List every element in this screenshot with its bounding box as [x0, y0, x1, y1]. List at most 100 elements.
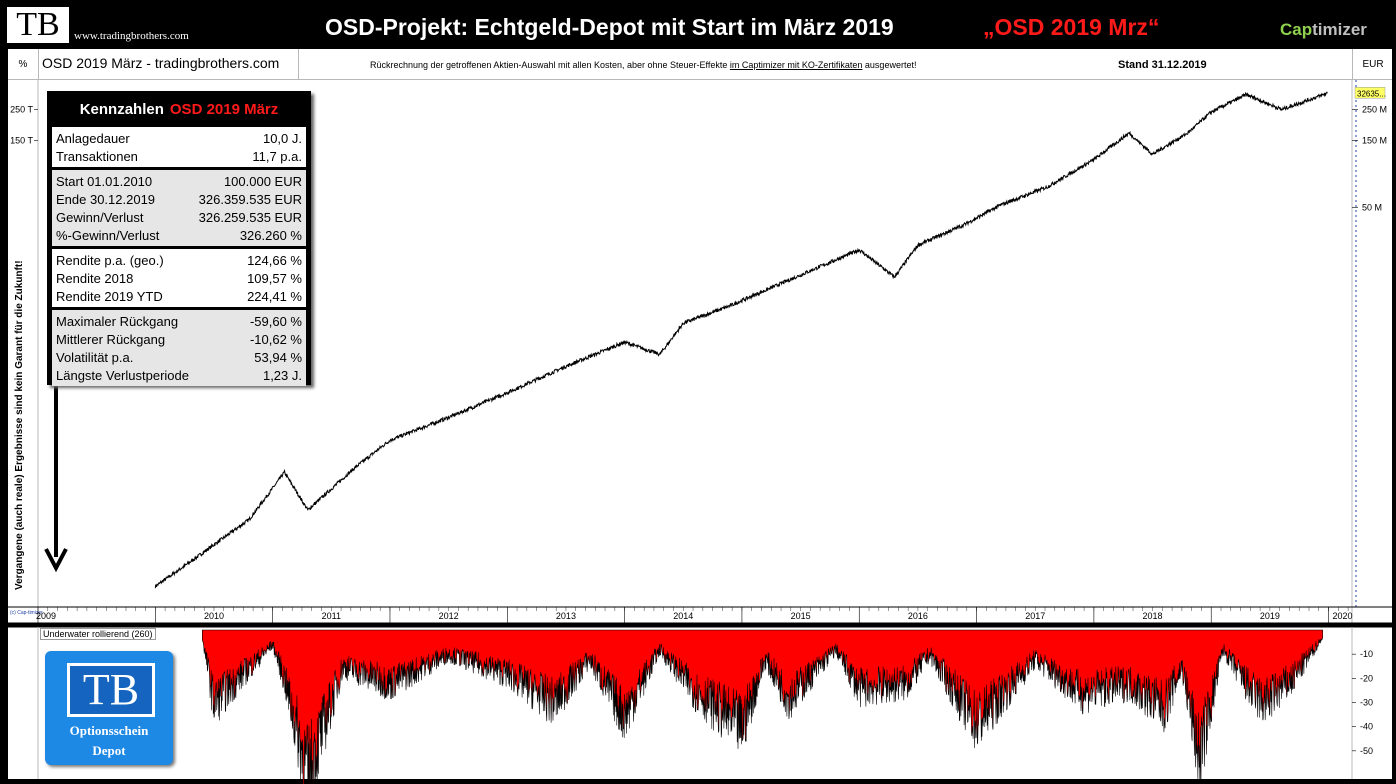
note-link: im Captimizer mit KO-Zertifikaten: [729, 60, 863, 70]
kennzahlen-group: Maximaler Rückgang -59,60 % Mittlerer Rück…: [52, 310, 306, 386]
tb-logo: TB: [6, 6, 70, 44]
kennzahlen-box: Kennzahlen OSD 2019 März Anlagedauer 10,0 …: [47, 91, 311, 386]
disclaimer-text: Vergangene (auch reale) Ergebnisse sind …: [14, 260, 25, 590]
kennzahlen-label: Gewinn/Verlust: [56, 209, 144, 225]
depot-name-title: „OSD 2019 Mrz“: [983, 14, 1160, 40]
kennzahlen-value: 224,41 %: [247, 288, 302, 304]
captimizer-brand: Captimizer: [1280, 20, 1367, 40]
kennzahlen-row: Volatilität p.a. 53,94 %: [52, 348, 306, 366]
kennzahlen-label: Anlagedauer: [56, 130, 130, 146]
brand-cap: Cap: [1280, 20, 1313, 39]
kennzahlen-value: 1,23 J.: [262, 367, 302, 383]
kennzahlen-label: Rendite p.a. (geo.): [56, 252, 164, 268]
underwater-title: Underwater rollierend (260): [40, 628, 156, 640]
kennzahlen-row: Ende 30.12.2019 326.359.535 EUR: [52, 190, 306, 208]
chart-name: OSD 2019 März - tradingbrothers.com: [42, 55, 280, 71]
site-url: www.tradingbrothers.com: [74, 30, 189, 42]
kennzahlen-row: Mittlerer Rückgang -10,62 %: [52, 330, 306, 348]
uw-tick-label: -50: [1360, 746, 1373, 756]
kennzahlen-row: Rendite 2018 109,57 %: [52, 269, 306, 287]
tb-optionsschein-logo: TB Optionsschein Depot: [45, 651, 173, 765]
small-captimizer-logo: (c) Cap-timizer: [10, 610, 43, 616]
kennzahlen-group: Start 01.01.2010 100.000 EUR Ende 30.12.20…: [52, 170, 306, 249]
right-tick-label: 150 M: [1362, 136, 1387, 146]
disclaimer: Vergangene (auch reale) Ergebnisse sind …: [14, 260, 34, 600]
left-tick-label: 150 T: [10, 136, 33, 146]
right-tick-label: 50 M: [1362, 203, 1382, 213]
axis-labels: 2009 2010 2011 2012 2013 2014 2015 2016 2017 2018…: [10, 87, 1387, 756]
axis-divider-bar: [8, 623, 1392, 627]
kennzahlen-title-red: OSD 2019 März: [169, 100, 279, 118]
kennzahlen-row: Transaktionen 11,7 p.a.: [52, 147, 306, 165]
kennzahlen-row: Anlagedauer 10,0 J.: [52, 129, 306, 147]
uw-tick-label: -30: [1360, 698, 1373, 708]
tb2-line1: Optionsschein: [69, 723, 149, 738]
kennzahlen-value: 53,94 %: [254, 349, 302, 365]
kennzahlen-label: Rendite 2018: [56, 270, 134, 286]
kennzahlen-label: Transaktionen: [56, 148, 138, 164]
tb2-logo-mark: TB: [67, 663, 155, 717]
x-tick-label: 2017: [1025, 611, 1045, 621]
x-tick-label: 2019: [1260, 611, 1280, 621]
kennzahlen-value: 10,0 J.: [262, 130, 302, 146]
last-value-tag: [1354, 87, 1386, 99]
kennzahlen-value: 326.259.535 EUR: [198, 209, 302, 225]
kennzahlen-value: 124,66 %: [247, 252, 302, 268]
x-tick-label: 2018: [1143, 611, 1163, 621]
drawdown-area: [202, 629, 1323, 784]
x-tick-label: 2009: [36, 611, 56, 621]
kennzahlen-row: Gewinn/Verlust 326.259.535 EUR: [52, 208, 306, 226]
kennzahlen-row: Längste Verlustperiode 1,23 J.: [52, 366, 306, 384]
x-tick-label: 2010: [204, 611, 224, 621]
kennzahlen-row: Start 01.01.2010 100.000 EUR: [52, 172, 306, 190]
kennzahlen-group: Anlagedauer 10,0 J. Transaktionen 11,7 p.a.: [52, 127, 306, 170]
kennzahlen-label: Längste Verlustperiode: [56, 367, 189, 383]
currency-label: EUR: [1352, 49, 1393, 79]
kennzahlen-value: 100.000 EUR: [223, 173, 302, 189]
kennzahlen-value: -59,60 %: [249, 313, 302, 329]
equity-series-line: [154, 91, 1328, 589]
uw-tick-label: -40: [1360, 722, 1373, 732]
info-row: % OSD 2019 März - tradingbrothers.com Rü…: [8, 49, 1392, 80]
page-title: OSD-Projekt: Echtgeld-Depot mit Start im…: [325, 14, 894, 40]
kennzahlen-value: 326.260 %: [239, 227, 302, 243]
right-tick-label: 250 M: [1362, 105, 1387, 115]
kennzahlen-title: Kennzahlen OSD 2019 März: [49, 93, 309, 125]
kennzahlen-value: 11,7 p.a.: [252, 148, 302, 164]
axis-ticks: [34, 109, 1358, 752]
uw-tick-label: -10: [1360, 649, 1373, 659]
kennzahlen-label: Ende 30.12.2019: [56, 191, 156, 207]
kennzahlen-label: Volatilität p.a.: [56, 349, 134, 365]
x-tick-label: 2011: [322, 611, 341, 621]
kennzahlen-title-text: Kennzahlen: [79, 100, 164, 118]
stand-date: Stand 31.12.2019: [1118, 59, 1207, 71]
underwater-area: [202, 629, 1323, 784]
kennzahlen-row: Maximaler Rückgang -59,60 %: [52, 312, 306, 330]
kennzahlen-row: %-Gewinn/Verlust 326.260 %: [52, 226, 306, 244]
percent-axis-label: %: [8, 49, 39, 79]
chart-name-box: [38, 49, 299, 79]
kennzahlen-label: %-Gewinn/Verlust: [56, 227, 160, 243]
kennzahlen-row: Rendite p.a. (geo.) 124,66 %: [52, 251, 306, 269]
kennzahlen-label: Start 01.01.2010: [56, 173, 153, 189]
x-tick-label: 2012: [439, 611, 459, 621]
left-tick-label: 250 T: [10, 105, 33, 115]
x-tick-label: 2016: [908, 611, 928, 621]
note-part-2: ausgewertet!: [862, 60, 917, 70]
note-part-1: Rückrechnung der getroffenen Aktien-Ausw…: [370, 60, 730, 70]
arrow-head-icon: [44, 548, 68, 573]
uw-tick-label: -20: [1360, 673, 1373, 683]
x-tick-label: 2020: [1333, 611, 1353, 621]
x-tick-label: 2013: [556, 611, 576, 621]
kennzahlen-label: Mittlerer Rückgang: [56, 331, 166, 347]
kennzahlen-label: Maximaler Rückgang: [56, 313, 179, 329]
tb2-line2: Depot: [92, 743, 126, 758]
kennzahlen-table: Anlagedauer 10,0 J. Transaktionen 11,7 p.a.…: [52, 127, 306, 386]
kennzahlen-value: -10,62 %: [249, 331, 302, 347]
last-value-label: 32635...: [1357, 89, 1386, 98]
kennzahlen-label: Rendite 2019 YTD: [56, 288, 163, 304]
kennzahlen-value: 326.359.535 EUR: [198, 191, 302, 207]
equity-line: [154, 91, 1328, 589]
